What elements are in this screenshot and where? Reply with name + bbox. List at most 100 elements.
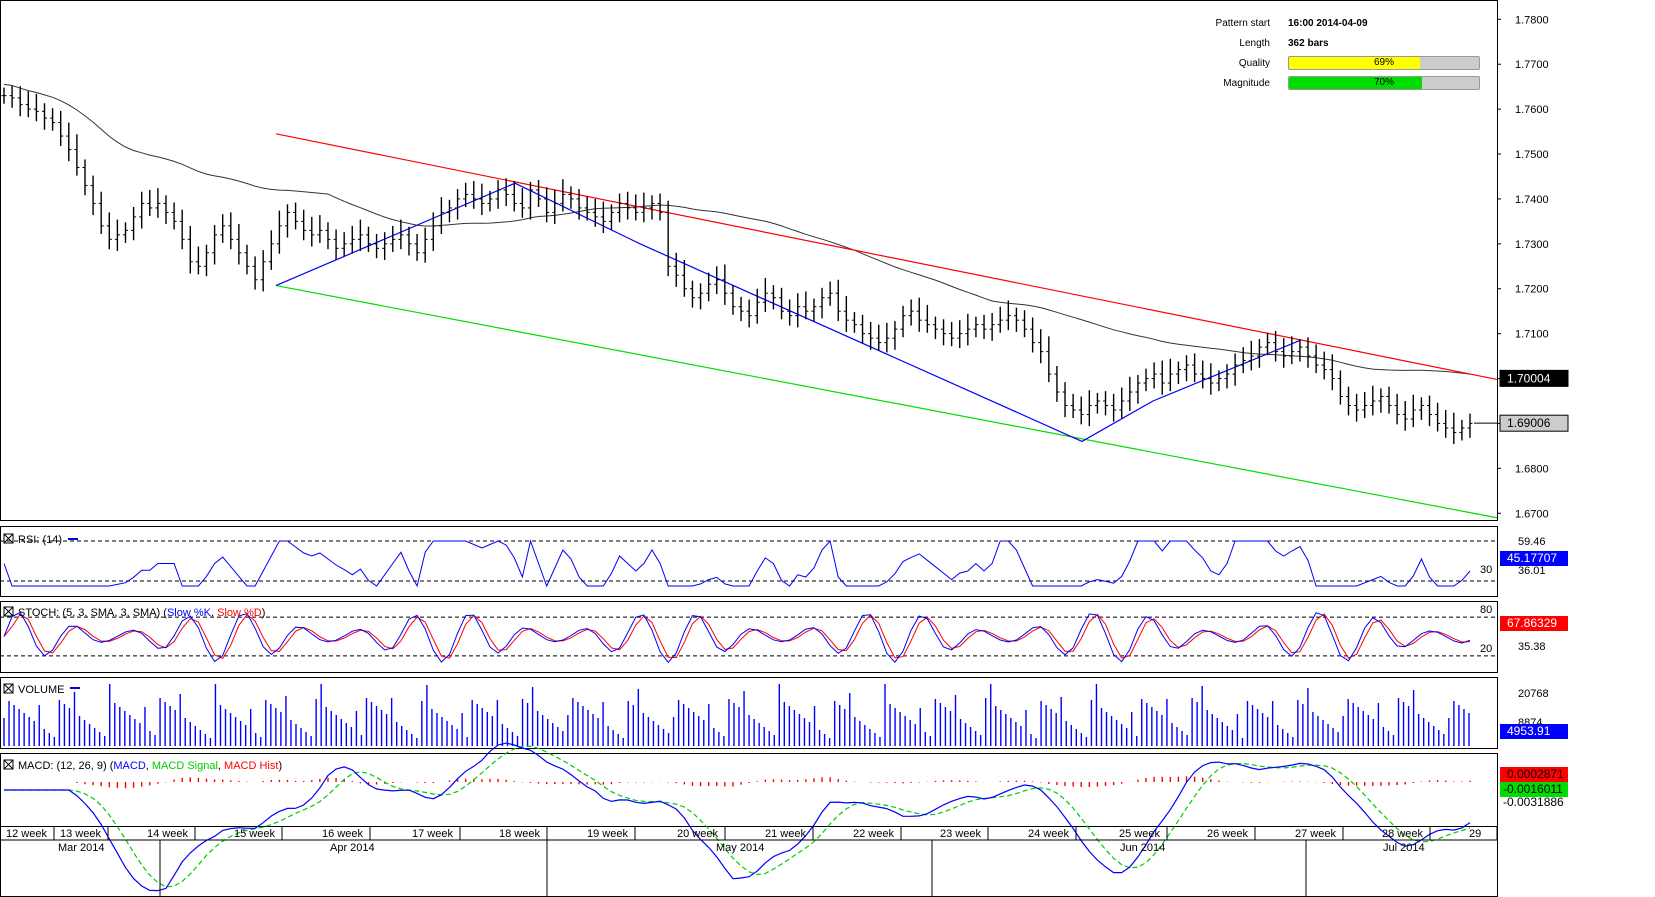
ohlc-bar — [608, 204, 614, 230]
ohlc-bar — [657, 193, 663, 221]
week-label: 26 week — [1207, 828, 1248, 840]
macd-hist-box — [1500, 767, 1568, 782]
close-icon[interactable] — [3, 606, 14, 617]
macd-hist-value: 0.0002871 — [1507, 767, 1564, 781]
ohlc-bar — [746, 299, 752, 328]
axes: 12 week 13 week 14 week 15 week 16 week 17 we… — [0, 826, 1498, 897]
ohlc-bar — [779, 287, 785, 320]
ohlc-bar — [892, 321, 898, 350]
ohlc-bar — [301, 209, 307, 241]
ohlc-bar — [860, 314, 866, 344]
ohlc-bar — [9, 85, 15, 108]
ohlc-bar — [1321, 351, 1327, 380]
ohlc-bar — [1208, 363, 1214, 395]
ohlc-bar — [309, 216, 315, 247]
magnitude-label: Magnitude — [1223, 78, 1270, 89]
ohlc-bar — [1143, 368, 1149, 392]
macd-panel: 0.0002871-0.0016011-0.0031886 — [4, 742, 1568, 892]
stoch-panel: 80 20 35.38 67.86329 — [0, 604, 1568, 664]
pattern-info-box: Pattern start 16:00 2014-04-09 Length 36… — [1200, 18, 1490, 98]
ohlc-bar — [681, 260, 687, 297]
ohlc-bar — [568, 186, 574, 209]
magnitude-value: 70% — [1373, 77, 1394, 88]
ohlc-bar — [576, 189, 582, 220]
panel-border-rsi — [0, 526, 1498, 597]
ohlc-bar — [1078, 396, 1084, 425]
ohlc-bar — [98, 191, 104, 234]
ohlc-bar — [463, 182, 469, 208]
ohlc-bar — [1127, 376, 1133, 411]
stoch-legend-text: STOCH: (5, 3, SMA, 3, SMA) (Slow %K, Slo… — [18, 607, 265, 619]
ohlc-bar — [495, 180, 501, 209]
macd-signal-box — [1500, 782, 1568, 797]
ohlc-bar — [1256, 339, 1262, 368]
ohlc-bar — [1313, 344, 1319, 374]
magnitude-bar-fill — [1289, 77, 1422, 89]
ohlc-bar — [957, 320, 963, 349]
ohlc-bar — [1062, 382, 1068, 418]
ohlc-bar — [827, 281, 833, 306]
ohlc-bar — [66, 122, 72, 162]
ohlc-bar — [1192, 353, 1198, 383]
ohlc-bar — [989, 312, 995, 341]
ohlc-bar — [220, 214, 226, 243]
ohlc-bar — [1248, 340, 1254, 371]
ohlc-bar — [50, 108, 56, 131]
ohlc-bar — [1184, 355, 1190, 382]
rsi-value-box — [1500, 551, 1568, 566]
ohlc-bar — [438, 197, 444, 234]
week-label: 17 week — [412, 828, 453, 840]
month-label: Jul 2014 — [1383, 842, 1425, 854]
price-tick-label: 1.7300 — [1515, 239, 1549, 251]
ohlc-bar — [406, 226, 412, 256]
ohlc-bar — [171, 202, 177, 230]
price-box — [1499, 369, 1569, 387]
ohlc-bar — [1281, 338, 1287, 368]
macd-signal-value: -0.0016011 — [1503, 782, 1563, 796]
ohlc-bar — [1289, 336, 1295, 365]
panel-frames — [0, 0, 1498, 897]
price-tick-label: 1.7600 — [1515, 104, 1549, 116]
pattern-start-value: 16:00 2014-04-09 — [1288, 18, 1368, 29]
support-line — [275, 285, 1498, 519]
month-label: Apr 2014 — [330, 842, 375, 854]
ohlc-bar — [665, 200, 671, 277]
rsi-value-label: 45.17707 — [1507, 551, 1557, 565]
ohlc-bar — [17, 86, 23, 117]
ohlc-bar — [398, 219, 404, 250]
week-label: 15 week — [234, 828, 275, 840]
macd-label: MACD — [113, 760, 145, 772]
ohlc-bar — [1175, 361, 1181, 384]
ohlc-bar — [641, 192, 647, 223]
ohlc-bar — [560, 179, 566, 212]
ohlc-bar — [754, 288, 760, 324]
magnitude-bar: 70% — [1288, 76, 1480, 90]
ohlc-bar — [916, 297, 922, 332]
macd-low-value: -0.0031886 — [1503, 795, 1564, 809]
close-icon[interactable] — [3, 759, 14, 770]
ohlc-bar — [163, 195, 169, 225]
ohlc-bar — [803, 291, 809, 320]
ohlc-bar — [203, 244, 209, 277]
length-label: Length — [1239, 38, 1270, 49]
quality-bar: 69% — [1288, 56, 1480, 70]
ohlc-bar — [617, 193, 623, 223]
x-axis-border — [0, 826, 1498, 897]
week-label: 23 week — [940, 828, 981, 840]
ohlc-bar — [1046, 336, 1052, 383]
close-icon[interactable] — [3, 533, 14, 544]
rsi-line — [3, 539, 1471, 588]
ohlc-bar — [382, 232, 388, 260]
ohlc-bar — [1337, 370, 1343, 405]
ohlc-bar — [1240, 347, 1246, 374]
ohlc-bar — [795, 293, 801, 328]
ohlc-bar — [374, 233, 380, 259]
week-label: 28 week — [1382, 828, 1423, 840]
ohlc-bar — [592, 198, 598, 227]
price-box — [1499, 414, 1569, 432]
week-label: 16 week — [322, 828, 363, 840]
ohlc-bar — [414, 233, 420, 261]
ohlc-bar — [1354, 393, 1360, 422]
close-icon[interactable] — [3, 683, 14, 694]
